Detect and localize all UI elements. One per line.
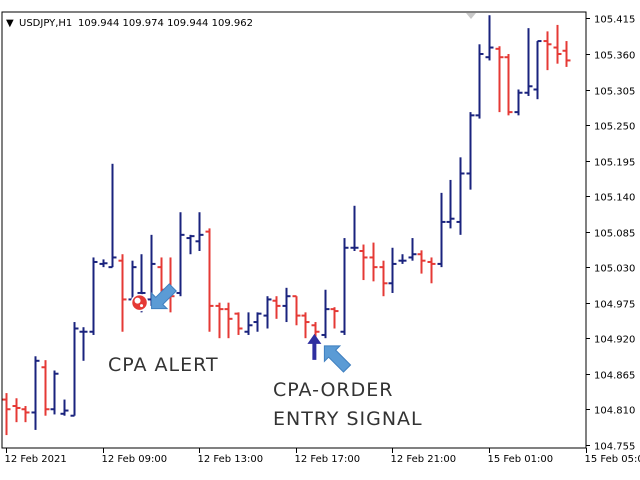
chart-ohlc-values: 109.944 109.974 109.944 109.962: [78, 18, 253, 29]
x-tick-label: 15 Feb 01:00: [488, 454, 554, 465]
y-tick-label: 105.030: [594, 264, 635, 275]
y-tick-label: 105.360: [594, 51, 635, 62]
cpa-alert-label: CPA ALERT: [108, 354, 219, 376]
chart-symbol: USDJPY,H1: [19, 18, 72, 29]
x-tick-label: 12 Feb 09:00: [102, 454, 168, 465]
x-tick-label: 12 Feb 17:00: [295, 454, 361, 465]
cpa-order-label-line1: CPA-ORDER: [273, 379, 393, 401]
chart-header-arrow: ▼: [6, 18, 14, 29]
x-tick-label: 15 Feb 05:00: [585, 454, 640, 465]
y-tick-label: 104.920: [594, 335, 635, 346]
y-tick-label: 104.865: [594, 371, 635, 382]
y-tick-label: 105.250: [594, 122, 635, 133]
x-tick-label: 12 Feb 2021: [5, 454, 67, 465]
y-tick-label: 105.195: [594, 158, 635, 169]
y-tick-label: 105.140: [594, 193, 635, 204]
y-tick-label: 104.810: [594, 406, 635, 417]
cpa-order-label-line2: ENTRY SIGNAL: [273, 408, 423, 430]
cpa-alert-icon: [132, 295, 148, 311]
y-tick-label: 105.415: [594, 15, 635, 26]
y-tick-label: 105.305: [594, 87, 635, 98]
y-tick-label: 104.975: [594, 300, 635, 311]
x-tick-label: 12 Feb 21:00: [391, 454, 457, 465]
y-tick-label: 104.755: [594, 442, 635, 453]
y-tick-label: 105.085: [594, 229, 635, 240]
x-tick-label: 12 Feb 13:00: [198, 454, 264, 465]
